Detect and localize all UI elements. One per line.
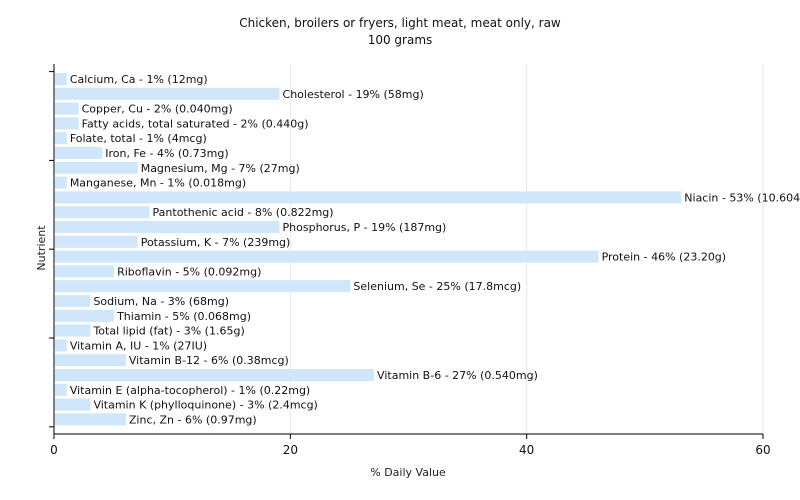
bar-label: Vitamin B-6 - 27% (0.540mg) — [377, 369, 538, 382]
bar-label: Sodium, Na - 3% (68mg) — [93, 295, 229, 308]
x-tick-label: 40 — [519, 443, 534, 457]
bar-label: Potassium, K - 7% (239mg) — [141, 236, 291, 249]
bar — [55, 265, 115, 278]
bar-label: Copper, Cu - 2% (0.040mg) — [82, 103, 233, 116]
bar — [55, 206, 150, 219]
bar-label: Zinc, Zn - 6% (0.97mg) — [129, 413, 257, 426]
bar-label: Thiamin - 5% (0.068mg) — [116, 310, 251, 323]
bar — [55, 191, 682, 204]
bar-label: Niacin - 53% (10.604mg) — [684, 191, 800, 204]
bar — [55, 383, 67, 396]
bar — [55, 398, 91, 411]
chart-subtitle: 100 grams — [368, 33, 433, 47]
bar — [55, 221, 280, 233]
bar-label: Calcium, Ca - 1% (12mg) — [70, 73, 208, 86]
bar — [55, 235, 138, 248]
bar-label: Vitamin A, IU - 1% (27IU) — [70, 339, 207, 352]
bar — [55, 280, 351, 293]
bar-label: Iron, Fe - 4% (0.73mg) — [105, 147, 228, 160]
bar-label: Pantothenic acid - 8% (0.822mg) — [153, 206, 334, 219]
x-tick-label: 0 — [50, 443, 58, 457]
bar-label: Riboflavin - 5% (0.092mg) — [117, 265, 261, 278]
bars: Calcium, Ca - 1% (12mg) Cholesterol - 19%… — [55, 73, 800, 426]
bar — [55, 117, 79, 130]
bar-label: Vitamin B-12 - 6% (0.38mcg) — [129, 354, 289, 367]
bar — [55, 132, 67, 145]
bar — [55, 102, 79, 115]
bar-label: Vitamin E (alpha-tocopherol) - 1% (0.22m… — [70, 384, 310, 397]
bar — [55, 324, 91, 337]
bar — [55, 354, 126, 367]
bar — [55, 73, 67, 85]
bar-label: Phosphorus, P - 19% (187mg) — [283, 221, 447, 234]
bar — [55, 339, 67, 352]
bar-label: Selenium, Se - 25% (17.8mcg) — [353, 280, 521, 293]
bar-label: Total lipid (fat) - 3% (1.65g) — [92, 325, 244, 338]
bar — [55, 176, 67, 189]
chart-title: Chicken, broilers or fryers, light meat,… — [239, 16, 561, 30]
bar — [55, 147, 103, 159]
bar — [55, 295, 91, 307]
y-axis-label: Nutrient — [35, 225, 48, 271]
x-tick-label: 60 — [755, 443, 770, 457]
bar-label: Cholesterol - 19% (58mg) — [283, 88, 424, 101]
bar-label: Folate, total - 1% (4mcg) — [70, 132, 207, 145]
bar — [55, 161, 138, 174]
x-axis-label: % Daily Value — [370, 466, 446, 479]
axes: 0 20 40 60 — [49, 64, 771, 457]
bar-label: Protein - 46% (23.20g) — [602, 251, 727, 264]
bar — [55, 309, 115, 322]
bar — [55, 250, 599, 263]
bar — [55, 369, 375, 381]
bar — [55, 413, 126, 426]
bar — [55, 87, 280, 100]
bar-label: Magnesium, Mg - 7% (27mg) — [141, 162, 300, 175]
bar-label: Vitamin K (phylloquinone) - 3% (2.4mcg) — [93, 399, 317, 412]
bar-label: Fatty acids, total saturated - 2% (0.440… — [82, 117, 309, 130]
x-tick-label: 20 — [283, 443, 298, 457]
bar-label: Manganese, Mn - 1% (0.018mg) — [70, 177, 246, 190]
